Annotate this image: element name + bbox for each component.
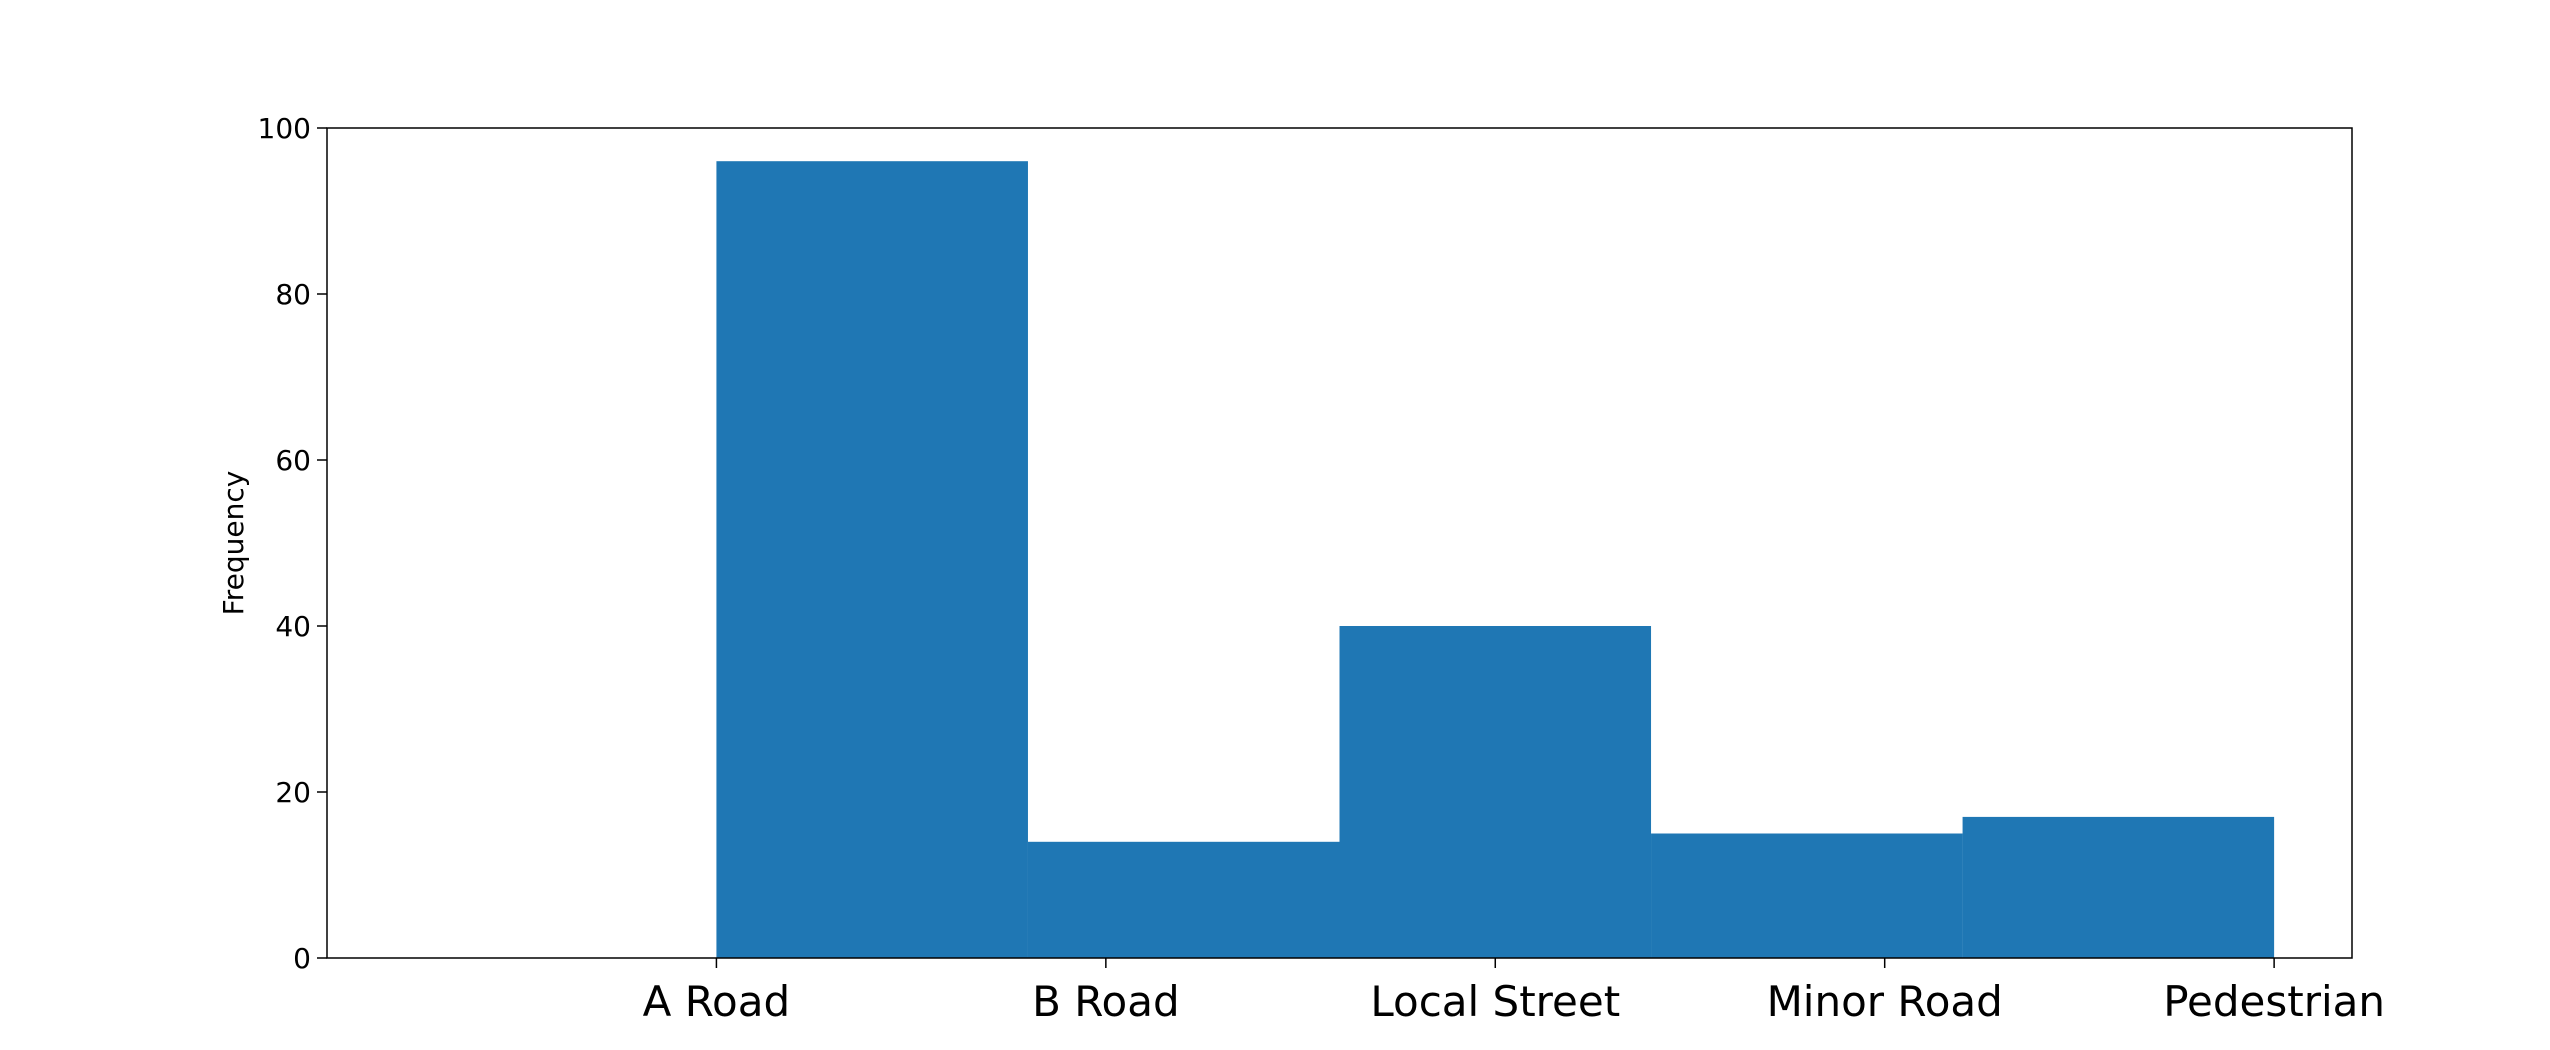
y-tick-label-4: 80 [275,278,311,311]
y-tick-label-2: 40 [275,610,311,643]
y-axis-ticks: 0 20 40 60 80 100 [258,112,327,975]
bar-1 [1027,841,1340,958]
y-tick-label-3: 60 [275,444,311,477]
x-tick-label-2: Local Street [1370,977,1620,1026]
y-tick-label-1: 20 [275,776,311,809]
y-axis-label: Frequency [217,471,250,616]
y-tick-label-5: 100 [258,112,311,145]
x-axis-ticks: A Road B Road Local Street Minor Road Pedest… [643,958,2385,1026]
bars-group [716,161,2275,958]
bar-3 [1651,833,1963,958]
x-tick-label-4: Pedestrian [2163,977,2385,1026]
y-tick-label-0: 0 [293,942,311,975]
x-tick-label-0: A Road [643,977,790,1026]
bar-2 [1339,626,1652,958]
bar-0 [716,161,1028,958]
x-tick-label-3: Minor Road [1767,977,2003,1026]
plot-frame [326,127,2353,959]
bar-4 [1962,816,2275,958]
x-tick-label-1: B Road [1032,977,1180,1026]
